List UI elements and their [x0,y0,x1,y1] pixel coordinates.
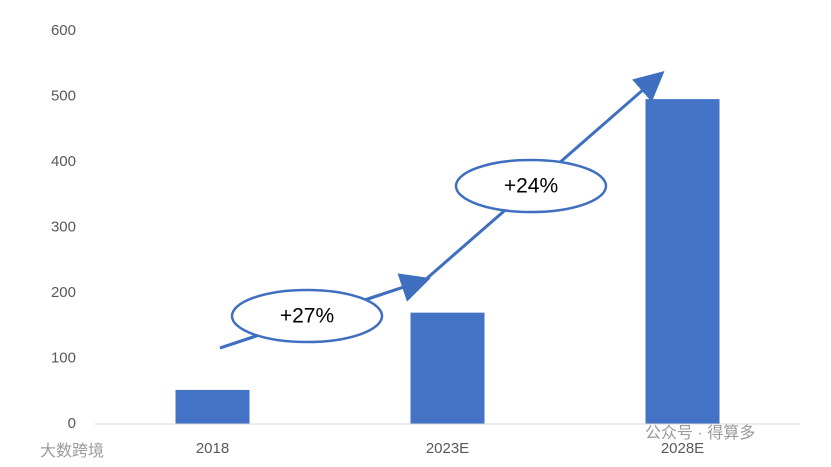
bar [175,389,250,424]
annotation-bubble [230,288,384,344]
y-tick-label: 0 [68,415,76,432]
y-tick-label: 300 [51,218,76,235]
x-tick-label: 2018 [196,440,229,457]
watermark: 大数跨境 [40,441,104,460]
x-tick-label: 2023E [426,440,469,457]
annotation-bubble [454,158,608,214]
bar [645,99,720,425]
x-tick-label: 2028E [661,440,704,457]
annotation: +27% [280,305,334,328]
y-tick-label: 100 [51,349,76,366]
bar [410,312,485,424]
watermark: 公众号 · 得算多 [645,423,755,442]
annotation: +24% [504,175,558,198]
y-tick-label: 500 [51,87,76,104]
y-tick-label: 200 [51,284,76,301]
y-tick-label: 400 [51,153,76,170]
y-tick-label: 600 [51,22,76,39]
